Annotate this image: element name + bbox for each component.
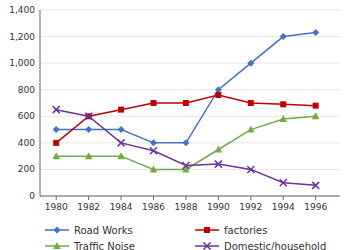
x-tick-label: 1980 [45,202,68,212]
y-tick-label: 1,200 [9,32,35,42]
legend: Road Works factories Traffic Noise Domestic… [45,225,326,250]
x-tick [250,196,251,200]
series [53,29,319,146]
point [85,126,92,133]
legend-marker [54,227,61,234]
series-line [56,116,315,169]
point [52,152,60,159]
y-tick-label: 400 [18,138,35,148]
x-tick [121,196,122,200]
grid-line [40,89,340,90]
point [215,161,222,168]
grid-line [40,10,340,11]
legend-marker [204,227,210,233]
point [313,103,319,109]
series-line [56,110,315,186]
x-tick-label: 1992 [239,202,262,212]
x-tick-label: 1984 [110,202,133,212]
point [183,100,189,106]
point [280,179,287,186]
legend-label: Road Works [74,225,133,236]
x-tick-label: 1996 [304,202,327,212]
series [52,112,319,172]
point [150,165,158,172]
x-tick-label: 1986 [142,202,165,212]
point [312,112,320,119]
x-tick [218,196,219,200]
y-tick-label: 1,400 [9,5,35,15]
y-tick-label: 800 [18,85,35,95]
grid-line [40,63,340,64]
point [151,100,157,106]
point [118,107,124,113]
point [182,139,189,146]
point [118,126,125,133]
point [248,100,254,106]
grid-line [40,36,340,37]
y-tick-label: 200 [18,164,35,174]
point [53,106,60,113]
point [182,162,189,169]
grid-line [40,142,340,143]
point [247,166,254,173]
point [150,139,157,146]
series-line [56,95,315,143]
x-tick-label: 1982 [77,202,100,212]
x-tick [88,196,89,200]
y-tick-label: 600 [18,111,35,121]
plot-area [52,29,319,189]
chart: 0 200 400 600 800 1,000 1,200 1,400 1980 1982 1984… [0,0,350,250]
x-tick [283,196,284,200]
point [53,126,60,133]
x-tick-label: 1994 [272,202,295,212]
legend-marker [53,242,61,249]
point [312,182,319,189]
y-tick-label: 0 [29,191,35,201]
series [53,106,319,189]
x-axis [40,196,340,197]
point [280,101,286,107]
grid-line [40,169,340,170]
x-tick-label: 1990 [207,202,230,212]
point [279,115,287,122]
series-line [56,33,315,143]
point [150,147,157,154]
point [280,33,287,40]
point [247,60,254,67]
y-axis [40,10,41,196]
x-tick [185,196,186,200]
legend-label: factories [224,225,267,236]
x-tick [153,196,154,200]
point [85,113,92,120]
legend-label: Domestic/household [224,241,326,250]
grid-line [40,196,340,197]
point [53,140,59,146]
point [215,146,223,153]
point [117,152,125,159]
y-tick-label: 1,000 [9,58,35,68]
legend-marker [204,243,211,250]
x-tick [56,196,57,200]
x-tick [315,196,316,200]
point [312,29,319,36]
x-tick-label: 1988 [174,202,197,212]
point [85,152,93,159]
legend-label: Traffic Noise [73,241,135,250]
point [247,126,255,133]
point [118,139,125,146]
point [215,92,221,98]
